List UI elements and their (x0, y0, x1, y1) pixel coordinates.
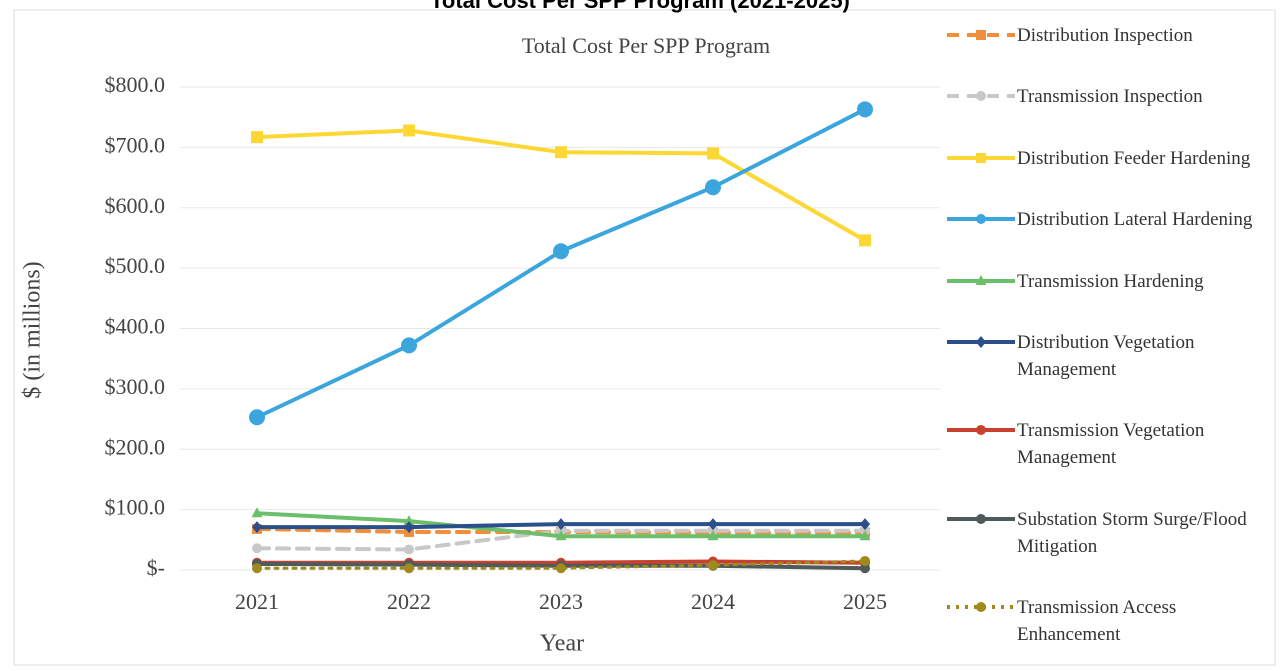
marker (859, 530, 871, 541)
marker (249, 409, 265, 426)
chart-frame (13, 9, 1276, 666)
y-tick-label: $400.0 (105, 314, 166, 339)
x-axis-label: Year (540, 631, 584, 657)
marker (707, 530, 719, 541)
marker (404, 563, 414, 574)
legend-swatch (947, 274, 1015, 285)
marker (252, 563, 262, 574)
marker (404, 544, 414, 555)
legend-item: Distribution Vegetation Management (945, 329, 1265, 383)
x-tick-label: 2021 (235, 589, 279, 614)
marker (252, 521, 262, 534)
y-axis-label: $ (in millions) (20, 261, 46, 398)
marker (976, 513, 986, 524)
marker (860, 555, 870, 566)
legend-label: Transmission Access Enhancement (1017, 597, 1177, 645)
marker (555, 530, 567, 541)
legend-item: Distribution Feeder Hardening (945, 145, 1265, 172)
y-tick-label: $800.0 (105, 72, 166, 97)
legend-label: Distribution Vegetation Management (1017, 331, 1195, 380)
x-tick-label: 2025 (843, 589, 887, 614)
marker (859, 234, 871, 247)
legend-label: Transmission Inspection (1017, 86, 1203, 108)
marker (403, 515, 415, 526)
marker (860, 518, 870, 531)
marker (404, 521, 414, 534)
y-tick-label: $200.0 (105, 434, 166, 459)
y-tick-label: $600.0 (105, 193, 166, 218)
marker (555, 146, 567, 159)
legend-label: Distribution Feeder Hardening (1017, 147, 1251, 169)
marker (708, 518, 718, 531)
y-tick-label: $700.0 (105, 132, 166, 157)
marker (556, 518, 566, 531)
marker (251, 131, 263, 144)
marker (857, 101, 873, 118)
marker (976, 91, 986, 102)
legend: Distribution Inspection Transmission Insp… (945, 22, 1265, 648)
legend-swatch (947, 30, 1015, 40)
legend-item: Substation Storm Surge/Flood Mitigation (945, 506, 1265, 560)
legend-label: Substation Storm Surge/Flood Mitigation (1017, 508, 1247, 557)
marker (976, 152, 986, 163)
y-tick-label: $500.0 (105, 253, 166, 278)
x-tick-label: 2022 (387, 589, 431, 614)
marker (708, 560, 718, 571)
y-tick-label: $300.0 (105, 374, 166, 399)
y-tick-label: $100.0 (105, 495, 166, 520)
legend-swatch (947, 335, 1015, 348)
y-tick-label: $- (147, 555, 165, 580)
legend-swatch (947, 513, 1015, 524)
outer-title: Total Cost Per SPP Program (2021-2025) (430, 0, 850, 13)
legend-item: Distribution Inspection (945, 22, 1265, 49)
chart-title: Total Cost Per SPP Program (522, 33, 770, 58)
legend-item: Transmission Hardening (945, 268, 1265, 295)
x-tick-label: 2023 (539, 589, 583, 614)
legend-swatch (947, 91, 1015, 102)
marker (401, 337, 417, 354)
marker (252, 543, 262, 554)
marker (251, 507, 263, 518)
legend-label: Transmission Vegetation Management (1017, 420, 1205, 469)
marker (976, 602, 986, 612)
marker (976, 335, 986, 348)
legend-swatch (947, 152, 1015, 163)
legend-item: Distribution Lateral Hardening (945, 206, 1265, 233)
legend-swatch (947, 602, 1015, 612)
legend-item: Transmission Vegetation Management (945, 417, 1265, 471)
legend-label: Distribution Lateral Hardening (1017, 209, 1253, 231)
marker (976, 425, 986, 436)
legend-item: Transmission Inspection (945, 83, 1265, 110)
marker (860, 563, 870, 574)
legend-item: Transmission Access Enhancement (945, 594, 1265, 648)
marker (705, 179, 721, 196)
legend-label: Distribution Inspection (1017, 25, 1193, 46)
series-line (255, 559, 867, 570)
marker (556, 563, 566, 574)
legend-label: Transmission Hardening (1017, 270, 1204, 292)
marker (553, 243, 569, 260)
marker (976, 30, 986, 40)
marker (976, 214, 986, 225)
legend-swatch (947, 214, 1015, 225)
x-tick-label: 2024 (691, 589, 735, 614)
legend-swatch (947, 425, 1015, 436)
marker (403, 124, 415, 137)
marker (707, 147, 719, 160)
marker (975, 274, 987, 285)
